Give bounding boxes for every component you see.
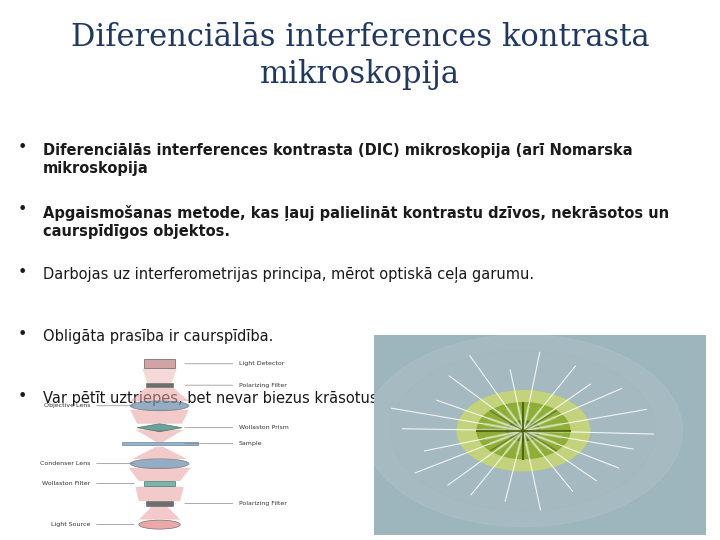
- Polygon shape: [130, 410, 189, 424]
- Text: •: •: [18, 140, 27, 156]
- Text: •: •: [18, 389, 27, 404]
- Ellipse shape: [139, 520, 180, 529]
- Polygon shape: [128, 468, 191, 481]
- Text: •: •: [18, 202, 27, 218]
- Text: Darbojas uz interferometrijas principa, mērot optiskā ceļa garumu.: Darbojas uz interferometrijas principa, …: [43, 267, 534, 284]
- Circle shape: [477, 403, 570, 458]
- Circle shape: [364, 335, 683, 526]
- Text: Wollaston Filter: Wollaston Filter: [42, 481, 91, 486]
- Circle shape: [457, 391, 590, 471]
- Bar: [145, 502, 174, 506]
- Bar: [144, 481, 175, 486]
- Bar: [122, 442, 197, 446]
- Text: Light Source: Light Source: [51, 522, 91, 527]
- Text: •: •: [18, 265, 27, 280]
- Polygon shape: [132, 447, 187, 459]
- Polygon shape: [143, 369, 177, 383]
- Text: Objective Lens: Objective Lens: [44, 403, 91, 408]
- Text: Sample: Sample: [239, 441, 263, 446]
- Text: Light Detector: Light Detector: [239, 361, 284, 366]
- Polygon shape: [130, 388, 189, 401]
- Text: Polarizing Filter: Polarizing Filter: [239, 383, 287, 388]
- Polygon shape: [137, 424, 182, 431]
- Bar: [145, 383, 174, 387]
- Text: Condenser Lens: Condenser Lens: [40, 461, 91, 466]
- Polygon shape: [139, 505, 180, 519]
- Text: Obligāta prasība ir caurspīdība.: Obligāta prasība ir caurspīdība.: [43, 329, 274, 345]
- Polygon shape: [135, 430, 184, 442]
- Text: Diferenciālās interferences kontrasta
mikroskopija: Diferenciālās interferences kontrasta mi…: [71, 22, 649, 90]
- Circle shape: [391, 351, 656, 511]
- Bar: [144, 359, 175, 368]
- Text: Polarizing Filter: Polarizing Filter: [239, 501, 287, 506]
- Text: Var pētīt uztriepes, bet nevar biezus krāsotus griezumus.: Var pētīt uztriepes, bet nevar biezus kr…: [43, 392, 464, 407]
- Text: Wollaston Prism: Wollaston Prism: [239, 425, 289, 430]
- Text: Apgaismošanas metode, kas ļauj palielināt kontrastu dzīvos, nekrāsotos un
caursp: Apgaismošanas metode, kas ļauj palielinā…: [43, 205, 670, 239]
- Text: Diferenciālās interferences kontrasta (DIC) mikroskopija (arī Nomarska
mikroskop: Diferenciālās interferences kontrasta (D…: [43, 143, 633, 176]
- Polygon shape: [135, 487, 184, 501]
- Ellipse shape: [130, 401, 189, 411]
- Circle shape: [507, 421, 540, 441]
- Ellipse shape: [130, 458, 189, 469]
- Text: •: •: [18, 327, 27, 342]
